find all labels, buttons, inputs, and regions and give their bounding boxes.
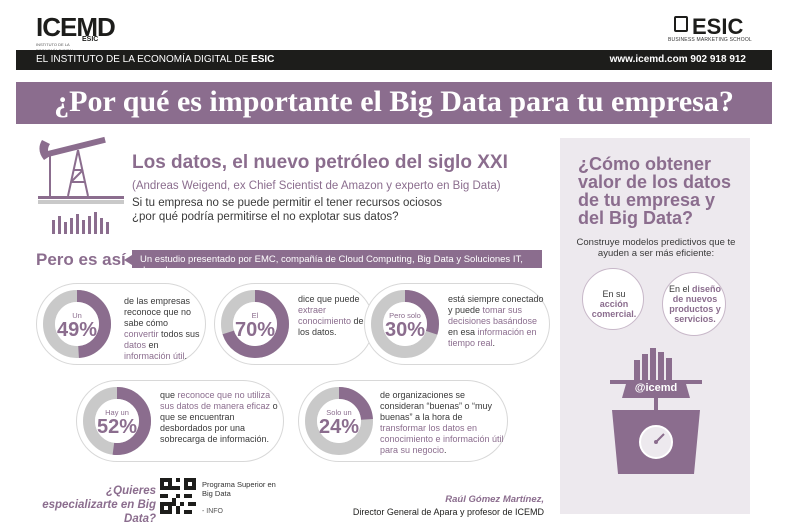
oil-question-line-1: Si tu empresa no se puede permitir el te… [132,197,443,209]
oil-section-title: Los datos, el nuevo petróleo del siglo X… [132,152,508,173]
bar-chart-icon [52,212,109,234]
callout-pointer [124,255,132,265]
scale-icon [610,348,702,474]
donut-value-arc [221,290,289,358]
esic-logo[interactable]: ESIC [692,14,744,39]
oil-question-line-2: ¿por qué podría permitirse el no explota… [132,211,399,223]
specialize-question: ¿Quieres especializarte en Big Data? [42,485,156,525]
icemd-logo[interactable]: ICEMD [36,12,116,42]
stat-prefix: El [251,311,259,320]
scale-bar-chart-icon [634,348,672,380]
donut-hole [383,302,427,346]
donut-chart [43,290,111,358]
stat-prefix: Un [72,311,82,320]
top-info-bar: EL INSTITUTO DE LA ECONOMÍA DIGITAL DE E… [16,50,772,70]
right-panel-title: ¿Cómo obtener valor de los datos de tu e… [578,154,732,228]
stat-value: 49% [56,319,98,341]
donut-chart [305,387,373,455]
institute-tagline: EL INSTITUTO DE LA ECONOMÍA DIGITAL DE E… [36,54,275,65]
icemd-esic-label: ESIC [82,36,99,43]
stat-description: de organizaciones se consideran “buenas”… [380,390,504,455]
oil-section-question: Si tu empresa no se puede permitir el te… [132,196,452,224]
donut-hole [95,399,139,443]
stat-value: 24% [318,416,360,438]
stat-description: de las empresas reconoce que no sabe cóm… [124,296,200,361]
title-banner [16,82,772,124]
benefit-text: En su acción comercial. [591,289,637,319]
oil-section-author: (Andreas Weigend, ex Chief Scientist de … [132,180,501,192]
stat-description: que reconoce que no utiliza sus datos de… [160,390,278,444]
study-callout: Un estudio presentado por EMC, compañía … [132,250,542,276]
benefit-text: En el diseño de nuevos productos y servi… [668,284,722,324]
author-title: Director General de Apara y profesor de … [352,507,544,517]
donut-value-arc [305,387,373,455]
contact-info[interactable]: www.icemd.com 902 918 912 [609,54,746,65]
oil-pump-icon [38,136,124,234]
benefit-circle: En su acción comercial. [582,268,644,330]
stat-description: está siempre conectado y puede tomar sus… [448,294,544,348]
esic-emblem-icon [674,16,688,32]
donut-hole [317,399,361,443]
author-name: Raúl Gómez Martínez, [445,494,544,505]
donut-hole [233,302,277,346]
qr-code-icon[interactable] [160,478,196,514]
donut-value-arc [83,387,151,455]
donut-chart [221,290,289,358]
donut-chart [83,387,151,455]
program-name[interactable]: Programa Superior en Big Data [202,480,276,498]
right-panel-subtitle: Construye modelos predictivos que te ayu… [576,237,736,259]
stat-prefix: Solo un [326,408,352,417]
donut-hole [55,302,99,346]
stat-prefix: Hay un [105,408,129,417]
page-title: ¿Por qué es importante el Big Data para … [54,85,734,118]
stat-prefix: Pero solo [389,311,421,320]
donut-chart [371,290,439,358]
stat-description: dice que puede extraer conocimiento de l… [298,294,364,337]
pero-es-asi-heading: Pero es así [36,250,126,269]
donut-value-arc [43,290,111,358]
info-link[interactable]: - INFO [202,508,223,515]
esic-logo-subtitle: BUSINESS MARKETING SCHOOL [668,37,752,43]
stat-value: 70% [234,319,276,341]
stat-value: 52% [96,416,138,438]
stat-value: 30% [384,319,426,341]
scale-label: @icemd [634,382,678,394]
benefit-circle: En el diseño de nuevos productos y servi… [662,272,726,336]
donut-value-arc [371,290,439,358]
